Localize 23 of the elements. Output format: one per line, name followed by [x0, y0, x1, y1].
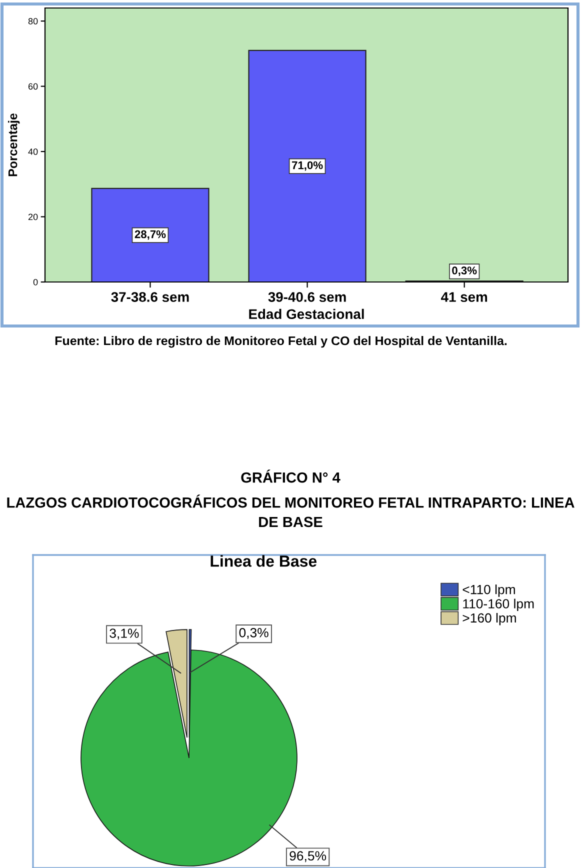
y-tick-label: 80 — [28, 18, 38, 24]
chart-title: Linea de Base — [210, 555, 317, 567]
x-tick-label: 41 sem — [441, 292, 488, 302]
y-tick-label: 20 — [28, 214, 38, 220]
legend-label: >160 lpm — [462, 612, 516, 626]
data-label: 28,7% — [134, 230, 166, 240]
legend-label: <110 lpm — [462, 584, 515, 597]
text: GRÁFICO N° 4 — [241, 470, 340, 483]
x-tick-label: 39-40.6 sem — [268, 292, 346, 302]
y-tick-label: 0 — [33, 278, 38, 286]
x-tick-label: 37-38.6 sem — [111, 292, 189, 302]
data-label: 0,3% — [239, 628, 268, 639]
data-label: 0,3% — [452, 266, 477, 276]
legend-label: 110-160 lpm — [463, 598, 534, 612]
y-tick-label: 60 — [28, 83, 38, 90]
data-label: 96,5% — [290, 851, 326, 862]
data-label: 71,0% — [292, 161, 323, 171]
data-label: 3,1% — [110, 628, 139, 640]
text: LAZGOS CARDIOTOCOGRÁFICOS DEL MONITOREO FETAL INTRAPARTO: LINEA DE BASE — [7, 494, 574, 528]
y-tick-label: 40 — [28, 148, 38, 155]
x-axis-title: Edad Gestacional — [249, 308, 364, 320]
source-note: Fuente: Libro de registro de Monitoreo Fetal y CO del Hospital de Ventanilla. — [55, 336, 507, 348]
y-axis-title: Porcentaje — [8, 113, 20, 176]
